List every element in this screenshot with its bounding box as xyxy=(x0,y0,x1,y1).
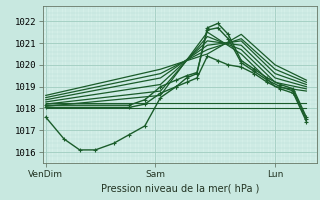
X-axis label: Pression niveau de la mer( hPa ): Pression niveau de la mer( hPa ) xyxy=(101,183,259,193)
